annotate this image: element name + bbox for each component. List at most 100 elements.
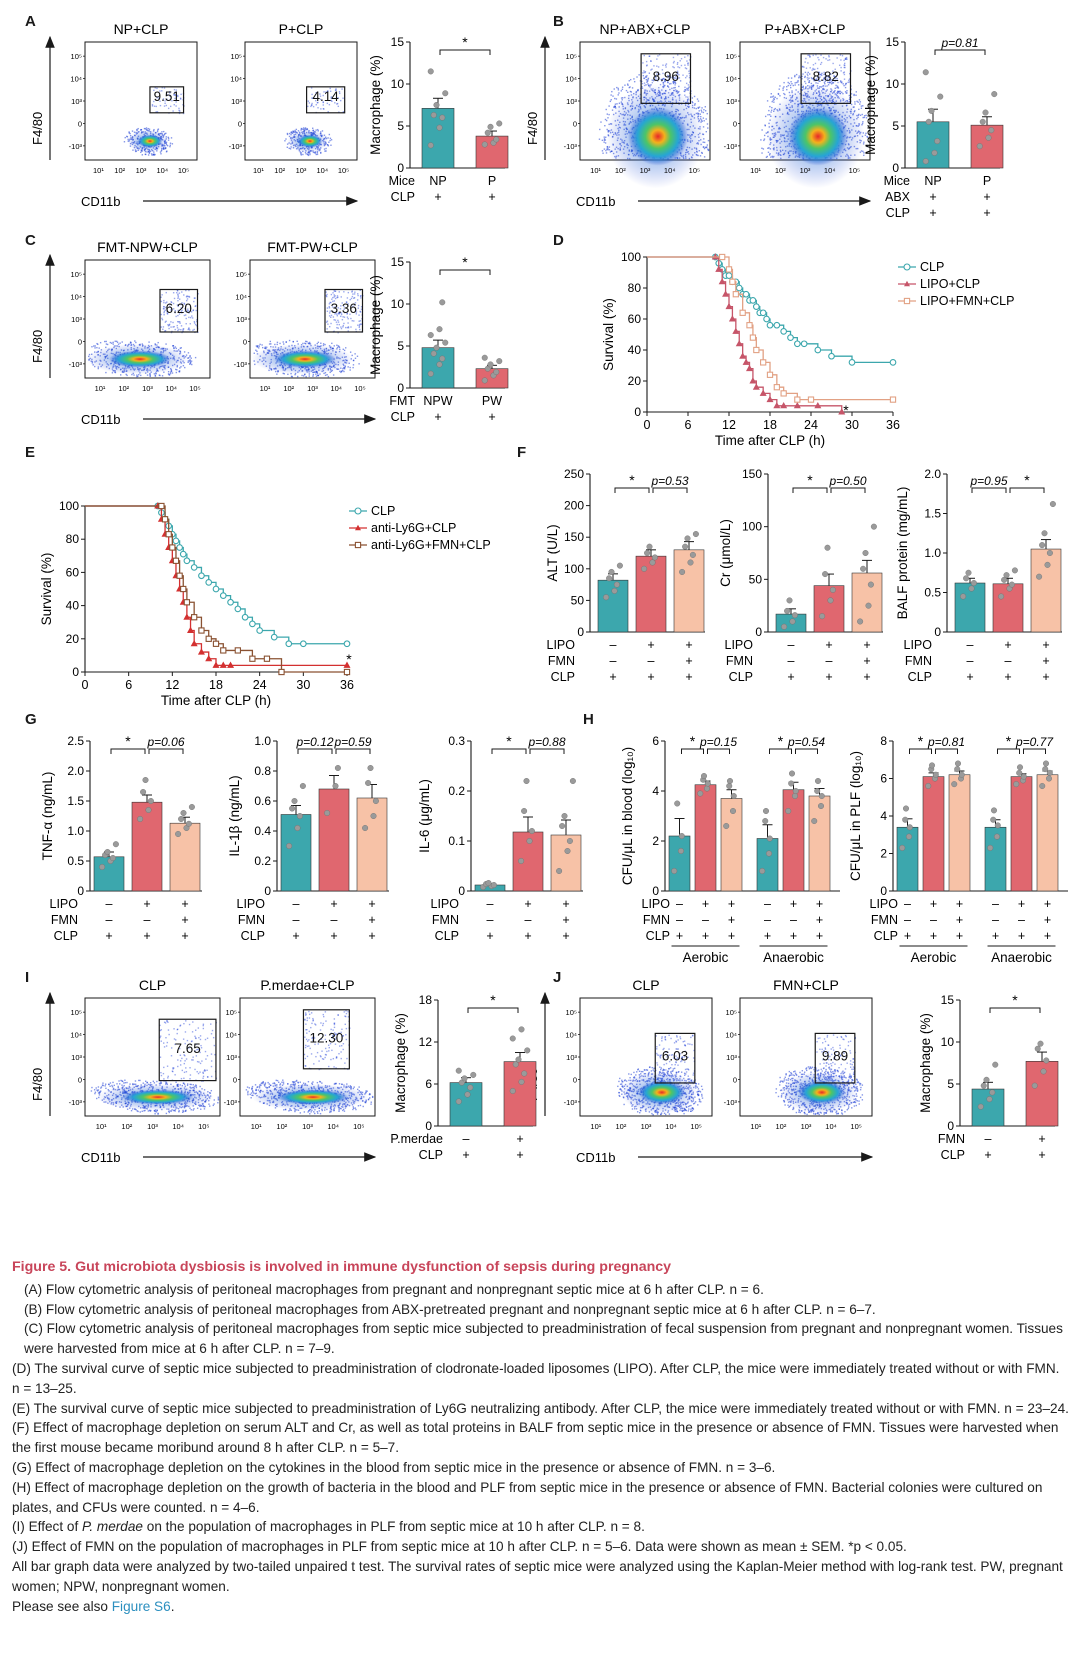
flow-event [173, 325, 175, 328]
flow-event [804, 76, 806, 79]
flow-event [797, 84, 800, 86]
flow-event [349, 313, 351, 315]
flow-event [672, 56, 675, 59]
flow-event [827, 84, 830, 86]
flow-event [287, 373, 289, 376]
flow-event [322, 101, 324, 103]
flow-event [347, 326, 350, 328]
flow-event [164, 329, 167, 332]
flow-x-tick: 10² [775, 166, 786, 175]
flow-event [163, 307, 165, 310]
flow-event [778, 88, 780, 90]
flow-event [817, 78, 820, 80]
flow-event [777, 92, 780, 95]
flow-event [313, 151, 316, 154]
flow-event [809, 73, 811, 75]
flow-event [167, 324, 169, 326]
flow-event [667, 81, 669, 84]
flow-event [282, 372, 284, 375]
flow-event [838, 64, 841, 66]
flow-event [115, 340, 118, 343]
flow-event [199, 1105, 201, 1108]
flow-event [340, 326, 342, 328]
flow-event [845, 58, 847, 60]
flow-event [685, 82, 688, 85]
flow-event [352, 293, 354, 295]
flow-event [840, 70, 842, 72]
flow-event [136, 129, 138, 132]
flow-event [180, 347, 182, 349]
flow-event [853, 94, 855, 97]
flow-event [359, 328, 361, 331]
flow-event [614, 97, 616, 100]
flow-event [145, 127, 148, 129]
flow-event [657, 55, 659, 57]
flow-event [672, 82, 675, 85]
flow-event [141, 343, 143, 345]
flow-event [814, 79, 816, 82]
flow-event [773, 98, 776, 101]
flow-event [308, 341, 311, 344]
flow-event [179, 97, 182, 99]
flow-event [331, 298, 333, 300]
flow-event [160, 326, 162, 328]
flow-event [779, 85, 781, 87]
flow-event [178, 109, 180, 112]
flow-event [189, 356, 191, 358]
flow-event [188, 316, 190, 319]
flow-event [96, 346, 98, 349]
flow-event [798, 75, 800, 77]
flow-event [304, 342, 306, 344]
flow-density-core [137, 134, 163, 148]
flow-event [360, 297, 362, 299]
flow-event [189, 362, 191, 364]
flow-event [805, 67, 808, 69]
flow-event [156, 111, 159, 113]
flow-event [829, 81, 831, 84]
flow-event [322, 343, 325, 345]
flow-event [160, 300, 163, 303]
flow-event [344, 311, 346, 314]
flow-event [256, 346, 259, 348]
flow-gate-value: 4.14 [312, 89, 339, 104]
flow-y-tick: -10³ [234, 360, 248, 369]
flow-event [161, 86, 163, 89]
flow-event [324, 372, 327, 374]
flow-event [833, 75, 835, 77]
flow-event [181, 302, 183, 304]
flow-event [805, 57, 807, 60]
flow-event [332, 296, 334, 299]
flow-event [816, 67, 819, 70]
flow-event [330, 293, 333, 296]
flow-event [358, 314, 360, 316]
flow-event [662, 72, 664, 75]
flow-event [667, 74, 669, 77]
flow-event [292, 130, 294, 132]
flow-event [854, 101, 856, 103]
flow-event [106, 343, 109, 346]
flow-event [833, 75, 835, 77]
flow-plot-title: CLP [139, 977, 166, 993]
flow-event [172, 347, 175, 349]
flow-event [334, 290, 337, 292]
flow-event [177, 329, 179, 332]
flow-event [844, 62, 846, 65]
flow-event [771, 106, 773, 109]
flow-event [295, 128, 298, 131]
flow-event [766, 155, 768, 158]
flow-event [160, 1081, 162, 1083]
flow-event [801, 78, 803, 80]
flow-x-tick: 10⁵ [189, 384, 200, 393]
flow-y-label: F4/80 [525, 112, 540, 145]
flow-event [163, 305, 165, 308]
flow-event [823, 73, 825, 76]
flow-event [329, 371, 331, 374]
flow-event [169, 371, 172, 373]
flow-event [661, 69, 664, 71]
flow-event [111, 372, 114, 374]
flow-event [176, 289, 179, 292]
flow-event [320, 108, 322, 110]
flow-event [359, 323, 362, 325]
flow-event [184, 314, 187, 316]
